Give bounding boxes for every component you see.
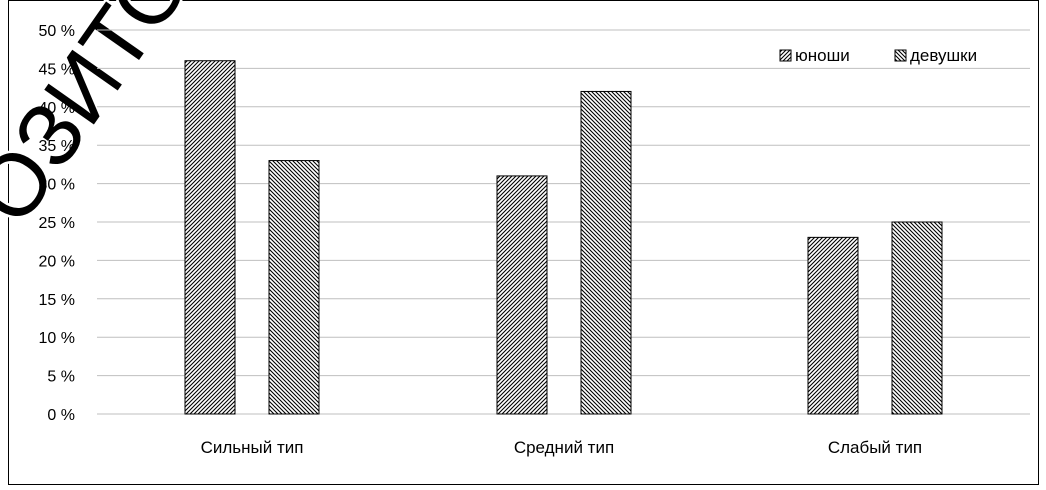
y-axis-ticks: 0 % 5 % 10 % 15 % 20 % 25 % 30 % 35 % 40 % 45 % 50…: [39, 23, 75, 424]
watermark-text: ОЗИТО: [0, 0, 209, 241]
legend-swatch: [894, 49, 907, 62]
y-tick-label: 20 %: [39, 253, 75, 270]
y-tick-label: 10 %: [39, 330, 75, 347]
y-tick-label: 15 %: [39, 292, 75, 309]
gridlines: [97, 29, 1030, 415]
bars: [184, 60, 943, 415]
x-axis-ticks: Сильный тип Средний тип Слабый тип: [201, 438, 923, 457]
bar-юноши-2: [496, 175, 548, 415]
bar-девушки-2: [580, 90, 632, 415]
legend: юноши девушки: [779, 46, 977, 65]
y-tick-label: 45 %: [39, 61, 75, 78]
x-tick-label: Слабый тип: [828, 438, 922, 457]
bar-юноши-1: [184, 60, 236, 415]
y-tick-label: 35 %: [39, 138, 75, 155]
legend-label: юноши: [795, 46, 850, 65]
bar-девушки-3: [891, 221, 943, 415]
x-tick-label: Средний тип: [514, 438, 614, 457]
y-tick-label: 5 %: [47, 369, 75, 386]
bar-девушки-1: [268, 160, 320, 415]
y-tick-label: 40 %: [39, 100, 75, 117]
y-tick-label: 30 %: [39, 177, 75, 194]
y-tick-label: 0 %: [47, 407, 75, 424]
bar-юноши-3: [807, 236, 859, 415]
y-tick-label: 25 %: [39, 215, 75, 232]
legend-label: девушки: [910, 46, 977, 65]
y-tick-label: 50 %: [39, 23, 75, 40]
x-tick-label: Сильный тип: [201, 438, 304, 457]
legend-swatch: [779, 49, 792, 62]
